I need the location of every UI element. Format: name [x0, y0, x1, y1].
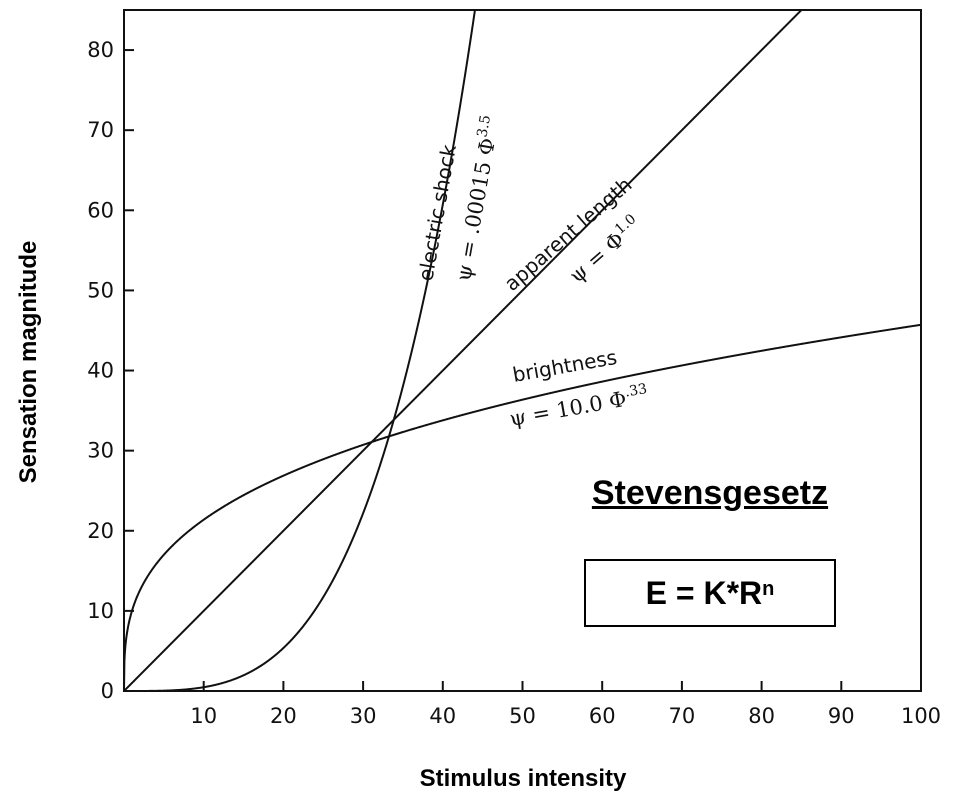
y-axis-title: Sensation magnitude	[15, 241, 42, 484]
x-axis-ticks: 10 20 30 40 50 60 70 80 90 100	[123, 681, 941, 728]
series-line	[123, 9, 803, 692]
y-tick-label: 30	[87, 439, 114, 463]
y-tick-label: 40	[87, 359, 114, 383]
x-tick-label: 10	[190, 704, 217, 728]
x-tick-label: 70	[669, 704, 696, 728]
y-axis-ticks: 0 10 20 30 40 50 60 70 80	[87, 38, 134, 703]
series-line	[124, 9, 476, 692]
law-title: Stevensgesetz	[591, 474, 829, 512]
formula-exponent: n	[762, 577, 775, 600]
x-tick-label: 60	[589, 704, 616, 728]
x-axis-title: Stimulus intensity	[420, 765, 627, 792]
y-tick-label: 50	[87, 278, 114, 302]
formula-base: E = K*R	[645, 574, 763, 611]
series-equation-label: ψ = 10.0 Φ.33	[507, 381, 650, 431]
y-tick-label: 80	[87, 38, 114, 62]
x-tick-label: 50	[509, 704, 536, 728]
series-line	[123, 323, 922, 692]
y-tick-label: 20	[87, 519, 114, 543]
y-tick-label: 70	[87, 118, 114, 142]
x-tick-label: 90	[828, 704, 855, 728]
x-tick-label: 100	[901, 704, 941, 728]
x-tick-label: 80	[748, 704, 775, 728]
formula-box: E = K*R n	[584, 559, 836, 627]
series-equation-label: ψ = .00015 Φ3.5	[449, 114, 504, 283]
x-tick-label: 40	[429, 704, 456, 728]
y-tick-label: 60	[87, 198, 114, 222]
x-tick-label: 30	[350, 704, 377, 728]
series-lines	[123, 9, 922, 692]
x-tick-label: 20	[270, 704, 297, 728]
y-tick-label: 10	[87, 599, 114, 623]
y-tick-label: 0	[101, 679, 114, 703]
